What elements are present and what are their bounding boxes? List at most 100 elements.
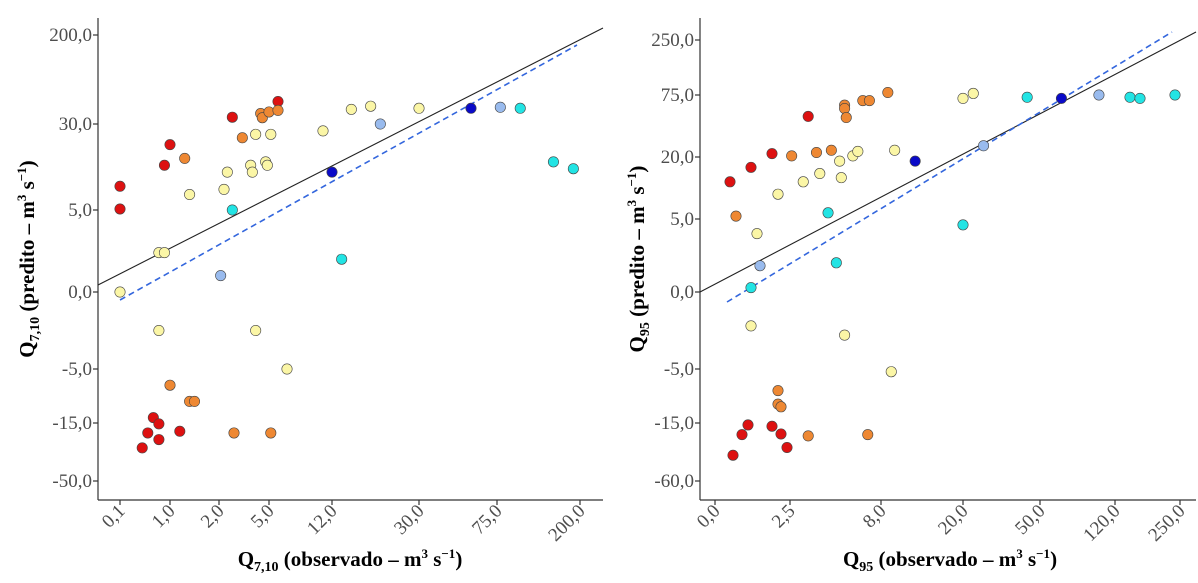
data-point <box>336 253 348 265</box>
data-point <box>413 102 425 114</box>
data-point <box>114 286 126 298</box>
data-point <box>189 395 201 407</box>
data-point <box>1124 91 1136 103</box>
y-tick-label: 75,0 <box>661 85 694 106</box>
x-tick-label: 5,0 <box>247 501 279 533</box>
x-axis-title: Q95 (observado – m3 s−1) <box>843 546 1057 575</box>
y-tick-label: -15,0 <box>52 413 92 434</box>
data-point <box>839 329 851 341</box>
y-tick-label: 20,0 <box>661 147 694 168</box>
data-point <box>775 428 787 440</box>
x-tick-label: 20,0 <box>934 501 972 539</box>
scatter-panel-1: 200,0 30,0 5,0 0,0 -5,0 -15,0 -50,0 0,1 1,0 2,0 5,… <box>14 18 604 575</box>
data-point <box>345 103 357 115</box>
data-point <box>797 176 809 188</box>
data-point <box>730 210 742 222</box>
y-tick-label: 250,0 <box>651 30 694 51</box>
data-point <box>766 148 778 160</box>
y-tick-label: -5,0 <box>62 359 92 380</box>
data-point <box>802 110 814 122</box>
data-point <box>1169 89 1181 101</box>
data-point <box>766 420 778 432</box>
data-point <box>745 161 757 173</box>
data-point <box>967 87 979 99</box>
y-tick-label: 0,0 <box>670 282 694 303</box>
data-point <box>810 146 822 158</box>
data-point <box>830 257 842 269</box>
data-point <box>724 176 736 188</box>
data-point <box>365 100 377 112</box>
identity-line <box>699 31 1197 293</box>
data-point <box>326 166 338 178</box>
data-point <box>164 139 176 151</box>
data-point <box>822 207 834 219</box>
data-point <box>1021 91 1033 103</box>
y-tick-label: 5,0 <box>68 200 92 221</box>
x-axis-title: Q7,10 (observado – m3 s−1) <box>238 546 463 575</box>
y-tick-label: 200,0 <box>49 25 92 46</box>
data-point <box>226 204 238 216</box>
data-point <box>751 228 763 240</box>
fit-line <box>119 44 578 301</box>
data-point <box>834 155 846 167</box>
data-point <box>567 163 579 175</box>
data-point <box>164 379 176 391</box>
data-point <box>742 419 754 431</box>
data-point <box>978 140 990 152</box>
data-point <box>158 247 170 259</box>
data-point <box>153 418 165 430</box>
data-point <box>786 150 798 162</box>
data-point <box>179 152 191 164</box>
data-point <box>825 144 837 156</box>
data-point <box>1055 92 1067 104</box>
data-point <box>727 449 739 461</box>
data-point <box>775 401 787 413</box>
data-point <box>494 101 506 113</box>
x-tick-label: 200,0 <box>544 501 589 546</box>
y-tick-label: 5,0 <box>670 209 694 230</box>
data-point <box>114 203 126 215</box>
data-point <box>781 441 793 453</box>
x-tick-label: 8,0 <box>859 501 891 533</box>
data-point <box>957 219 969 231</box>
x-tick-label: 0,0 <box>693 501 725 533</box>
data-point <box>802 430 814 442</box>
x-tick-label: 250,0 <box>1144 501 1189 546</box>
data-point <box>317 125 329 137</box>
y-tick-label: 0,0 <box>68 282 92 303</box>
data-point <box>754 260 766 272</box>
data-point <box>215 270 227 282</box>
data-point <box>263 106 275 118</box>
data-point <box>218 183 230 195</box>
y-tick-label: -15,0 <box>654 413 694 434</box>
scatter-panel-2: 250,0 75,0 20,0 5,0 0,0 -5,0 -15,0 -60,0 0,0 2,5 8… <box>624 18 1197 575</box>
data-point <box>184 189 196 201</box>
data-point <box>374 118 386 130</box>
data-point <box>281 363 293 375</box>
data-point <box>839 103 851 115</box>
y-tick-label: -60,0 <box>654 471 694 492</box>
data-point <box>236 132 248 144</box>
x-tick-label: 75,0 <box>468 501 506 539</box>
data-point <box>250 324 262 336</box>
data-point <box>909 155 921 167</box>
data-point <box>957 92 969 104</box>
data-point <box>153 434 165 446</box>
data-point <box>142 427 154 439</box>
data-point <box>863 95 875 107</box>
data-point <box>226 111 238 123</box>
fit-line <box>726 31 1173 303</box>
data-point <box>1134 92 1146 104</box>
data-point <box>772 188 784 200</box>
data-point <box>889 144 901 156</box>
data-point <box>814 168 826 180</box>
x-tick-label: 1,0 <box>148 501 180 533</box>
data-point <box>852 145 864 157</box>
data-point <box>265 128 277 140</box>
x-tick-label: 50,0 <box>1011 501 1049 539</box>
data-point <box>514 102 526 114</box>
data-point <box>221 166 233 178</box>
data-point <box>246 166 258 178</box>
data-point <box>885 366 897 378</box>
data-point <box>772 385 784 397</box>
